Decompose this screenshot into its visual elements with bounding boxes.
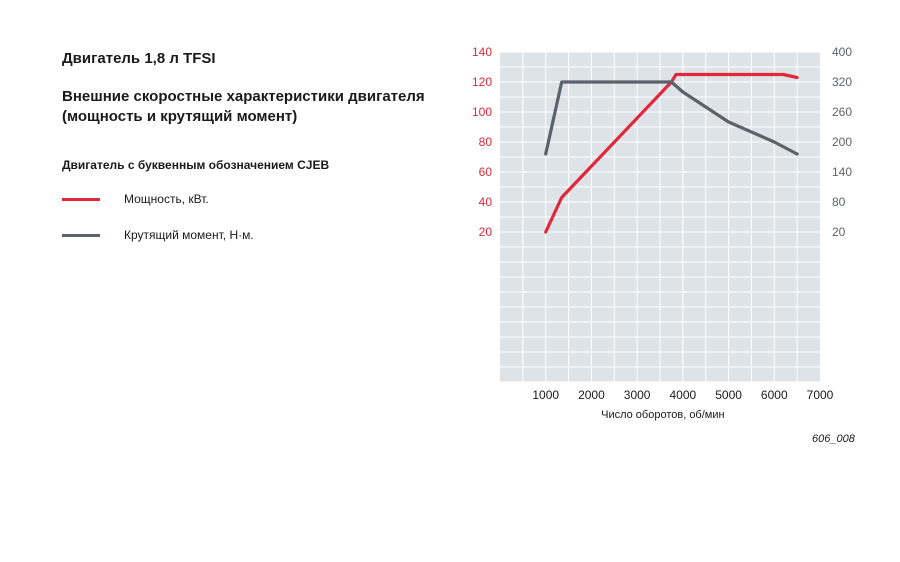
y-left-tick-label: 80 [479,135,493,149]
x-tick-label: 4000 [670,388,697,402]
y-right-tick-label: 200 [832,135,852,149]
x-tick-label: 1000 [532,388,559,402]
x-axis-title: Число оборотов, об/мин [601,409,724,421]
x-tick-label: 3000 [624,388,651,402]
chart-heading: Двигатель 1,8 л TFSI [62,50,216,67]
power-torque-chart: 20 40 60 80 100 120 140 20 80 140 200 260 320 400 1000… [472,45,852,421]
x-tick-label: 5000 [715,388,742,402]
legend-swatch-torque [62,233,100,237]
legend-label-torque: Крутящий момент, Н·м. [124,228,254,242]
y-left-tick-label: 20 [479,225,493,239]
engine-code-label: Двигатель с буквенным обозначением CJEB [62,158,330,172]
legend-label-power: Мощность, кВт. [124,192,209,206]
y-right-tick-label: 80 [832,195,846,209]
x-tick-label: 2000 [578,388,605,402]
legend-item-torque: Крутящий момент, Н·м. [62,226,254,244]
y-left-tick-label: 120 [472,75,492,89]
y-right-tick-label: 400 [832,45,852,59]
power-curve [544,72,799,234]
y-left-tick-label: 140 [472,45,492,59]
y-right-tick-label: 260 [832,105,852,119]
y-right-tick-label: 20 [832,225,846,239]
x-tick-label: 6000 [761,388,788,402]
y-right-tick-label: 140 [832,165,852,179]
y-left-tick-label: 40 [479,195,493,209]
y-left-tick-label: 100 [472,105,492,119]
legend-item-power: Мощность, кВт. [62,190,254,208]
x-tick-label: 7000 [807,388,834,402]
y-left-tick-label: 60 [479,165,493,179]
torque-curve [544,80,799,156]
y-right-tick-label: 320 [832,75,852,89]
legend: Мощность, кВт. Крутящий момент, Н·м. [62,190,254,262]
chart-subheading: Внешние скоростные характеристики двигат… [62,88,425,125]
legend-swatch-power [62,197,100,201]
figure-id: 606_008 [812,433,855,445]
